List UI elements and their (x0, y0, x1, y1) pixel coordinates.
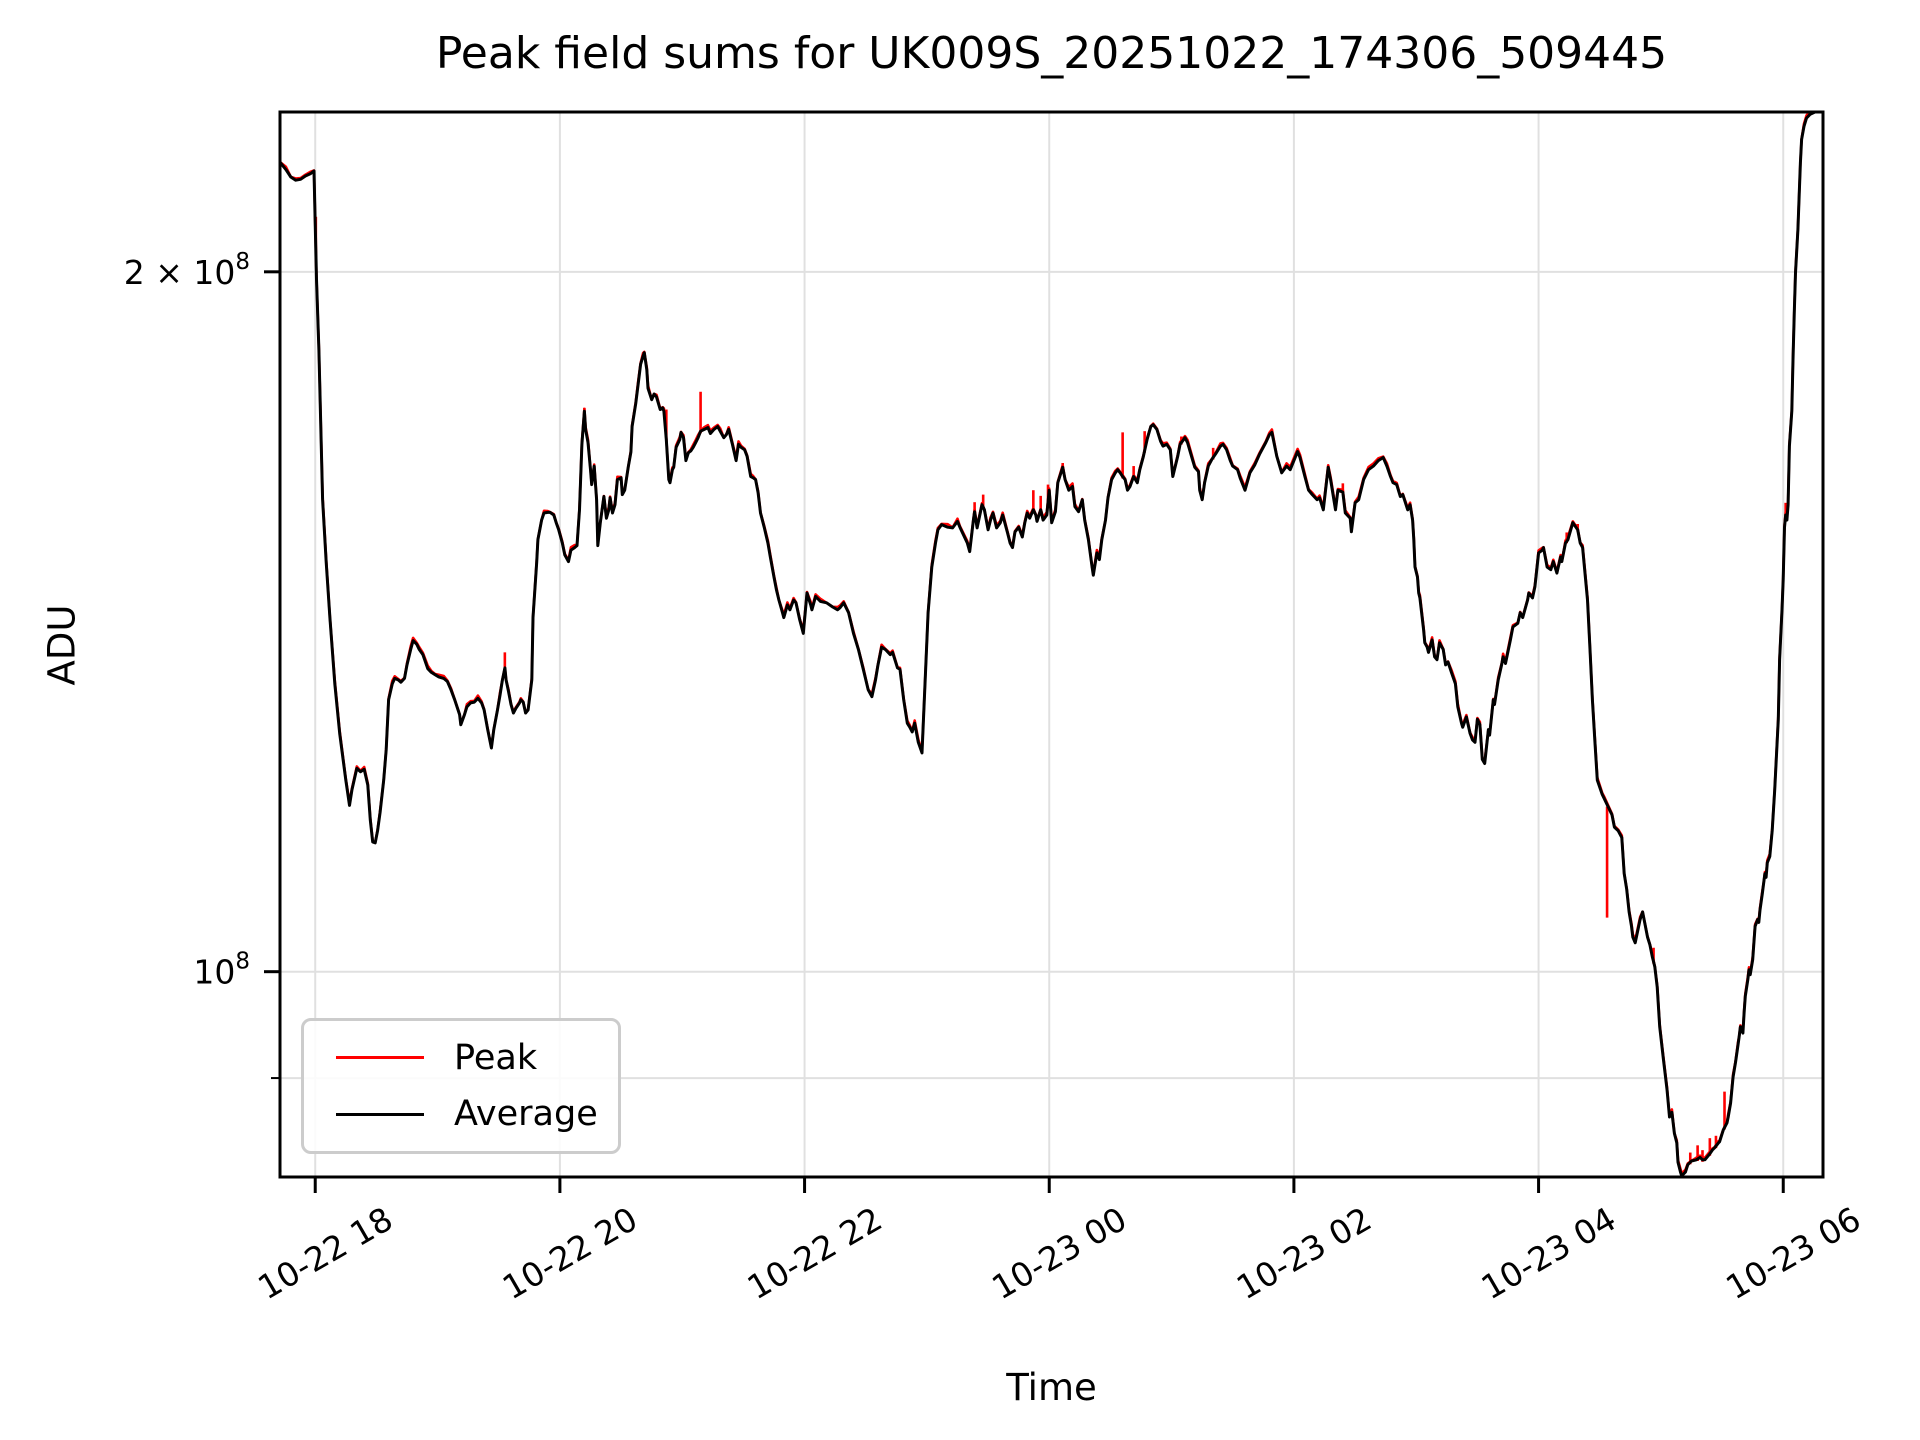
x-tick-label: 10-23 06 (1719, 1199, 1867, 1307)
chart-title: Peak field sums for UK009S_20251022_1743… (435, 28, 1668, 79)
x-tick-label: 10-22 22 (741, 1199, 889, 1307)
x-tick-label: 10-22 20 (496, 1199, 644, 1307)
x-tick-label: 10-23 02 (1230, 1199, 1378, 1307)
x-tick-label: 10-22 18 (251, 1199, 399, 1307)
y-tick-labels: 2 × 108 108 (124, 249, 250, 992)
axis-ticks (264, 270, 1785, 1193)
legend-item-peak: Peak (304, 1038, 618, 1078)
legend-item-average: Average (304, 1094, 618, 1134)
gridlines (280, 112, 1823, 1177)
average-line-sample (336, 1112, 424, 1116)
x-tick-label: 10-23 04 (1475, 1199, 1623, 1307)
legend-label: Average (454, 1094, 598, 1135)
peak-line-sample (336, 1056, 424, 1060)
x-axis-label: Time (1006, 1366, 1097, 1409)
average-series-line (280, 112, 1823, 1177)
legend: Peak Average (301, 1018, 621, 1154)
x-tick-label: 10-23 00 (985, 1199, 1133, 1307)
y-tick-label: 2 × 108 (124, 249, 250, 292)
x-tick-labels: 10-22 18 10-22 20 10-22 22 10-23 00 10-23 02… (251, 1199, 1867, 1307)
y-axis-label: ADU (40, 604, 84, 686)
legend-label: Peak (454, 1037, 538, 1078)
peak-series-line (280, 112, 1816, 1175)
y-tick-label: 108 (193, 949, 250, 992)
axes-spines (278, 110, 1825, 1179)
data-series (280, 112, 1823, 1177)
